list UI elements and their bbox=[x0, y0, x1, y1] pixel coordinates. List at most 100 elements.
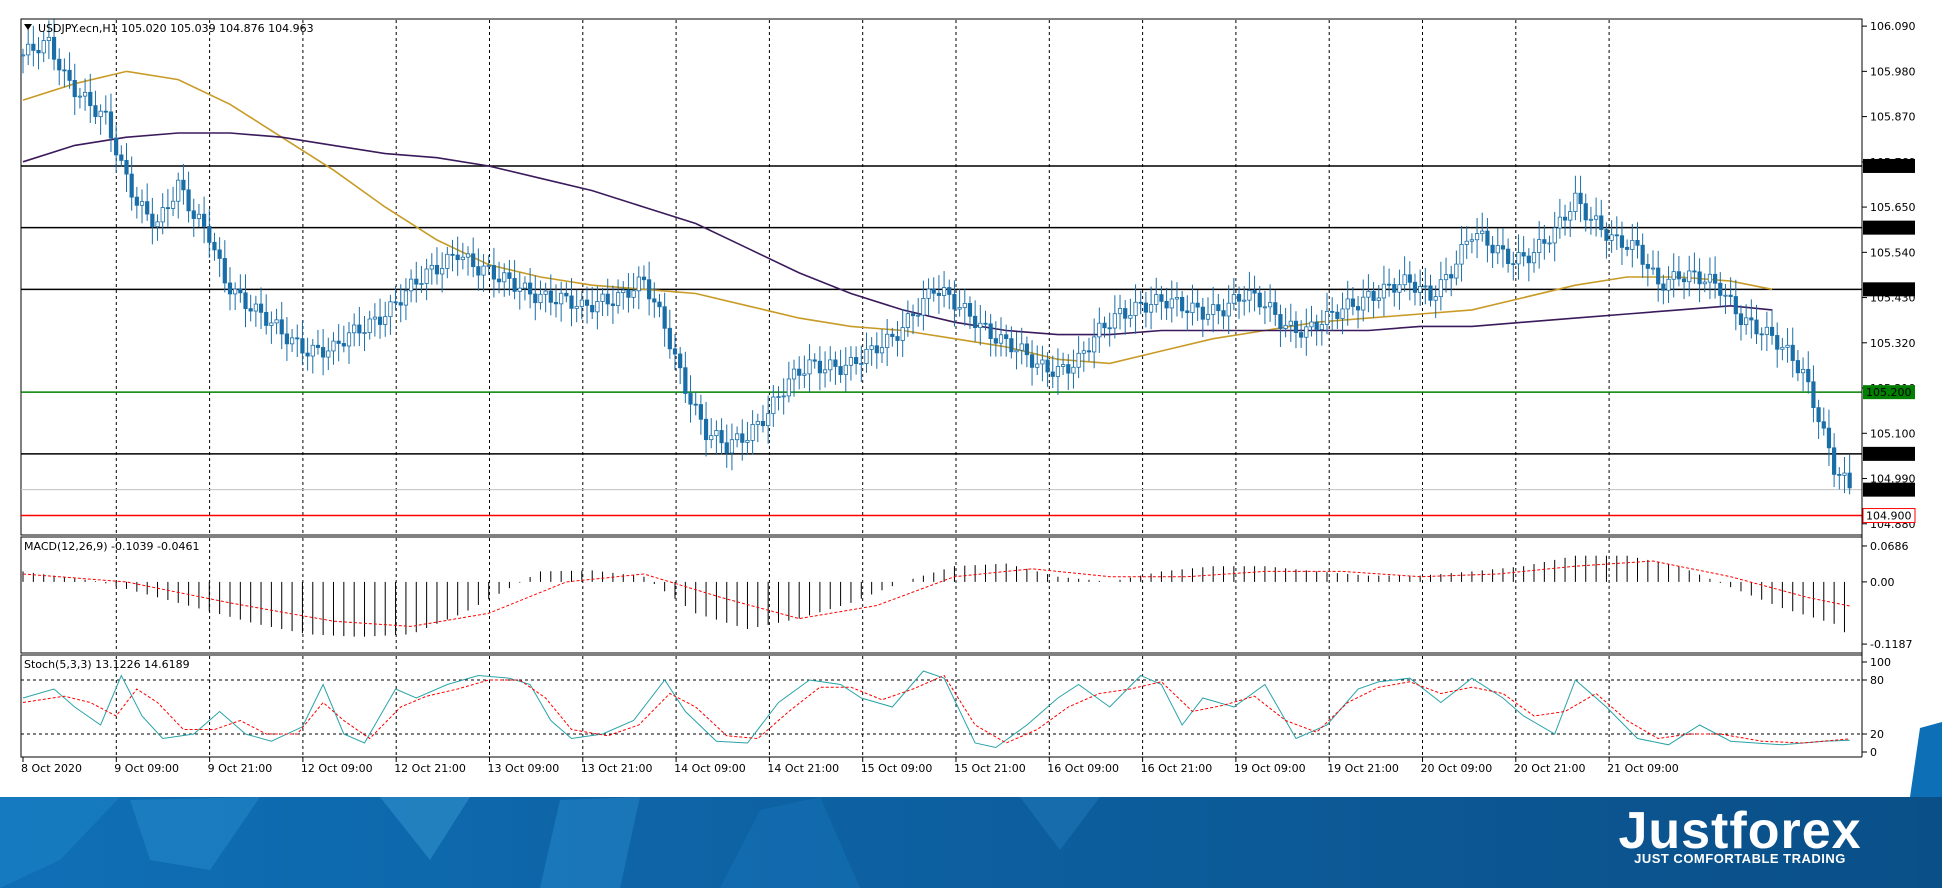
candle-body bbox=[212, 241, 217, 251]
candle-body bbox=[579, 299, 584, 307]
candle-body bbox=[1376, 297, 1381, 301]
candle-body bbox=[610, 303, 616, 306]
candle-body bbox=[1542, 239, 1547, 244]
candle-body bbox=[998, 334, 1004, 344]
candle-body bbox=[1071, 366, 1076, 374]
candle-body bbox=[895, 336, 900, 341]
stoch-title: Stoch(5,3,3) 13.1226 14.6189 bbox=[24, 658, 190, 671]
candle-body bbox=[1433, 296, 1438, 301]
symbol-menu-triangle-icon[interactable] bbox=[24, 24, 32, 30]
candle-body bbox=[1557, 216, 1562, 229]
stoch-main-line bbox=[22, 670, 1850, 749]
level-tag-label: 104.900 bbox=[1866, 510, 1912, 523]
candle-body bbox=[1578, 192, 1583, 205]
candle-body bbox=[910, 313, 916, 317]
macd-title: MACD(12,26,9) -0.1039 -0.0461 bbox=[24, 540, 199, 553]
candle-body bbox=[1055, 366, 1061, 377]
candle-body bbox=[822, 369, 828, 374]
candle-body bbox=[300, 338, 305, 354]
candle-body bbox=[1138, 301, 1143, 304]
candle-body bbox=[440, 268, 445, 275]
candle-body bbox=[486, 265, 491, 267]
candle-body bbox=[548, 290, 553, 303]
brand-tagline: JUST COMFORTABLE TRADING bbox=[1634, 851, 1846, 866]
candle-body bbox=[1676, 271, 1681, 280]
macd-axis: 0.0686 0.00 -0.1187 bbox=[1862, 540, 1912, 651]
candle-body bbox=[419, 283, 424, 285]
candle-body bbox=[605, 293, 610, 305]
banner-shape bbox=[540, 797, 640, 888]
banner-shape bbox=[1020, 797, 1100, 850]
candle-body bbox=[1723, 294, 1728, 297]
candle-body bbox=[150, 213, 155, 228]
candle-body bbox=[1221, 310, 1226, 317]
candle-body bbox=[1521, 252, 1526, 257]
candle-body bbox=[1537, 239, 1542, 253]
candle-body bbox=[791, 368, 797, 380]
candle-body bbox=[1754, 319, 1759, 335]
candle-body bbox=[1004, 334, 1009, 340]
candle-body bbox=[1666, 278, 1671, 291]
candle-body bbox=[20, 54, 26, 57]
candle-body bbox=[476, 266, 481, 276]
candle-body bbox=[1102, 322, 1107, 329]
candle-body bbox=[1474, 233, 1480, 241]
candle-body bbox=[1806, 368, 1811, 383]
candle-body bbox=[1143, 302, 1148, 313]
candle-body bbox=[1381, 283, 1387, 299]
banner-shape bbox=[130, 797, 260, 870]
macd-panel[interactable] bbox=[20, 536, 1863, 654]
banner-shape bbox=[720, 797, 860, 888]
candle-body bbox=[155, 221, 160, 228]
candle-body bbox=[284, 333, 290, 345]
candle-body bbox=[481, 265, 486, 276]
stoch-tick-label: 20 bbox=[1870, 728, 1884, 741]
candle-body bbox=[1650, 267, 1656, 270]
current-price-label: 104.963 bbox=[1866, 484, 1912, 497]
time-tick-label: 12 Oct 09:00 bbox=[301, 762, 373, 775]
candle-body bbox=[1133, 301, 1138, 316]
candle-body bbox=[538, 293, 543, 304]
stoch-panel[interactable] bbox=[20, 654, 1863, 758]
candle-body bbox=[1335, 311, 1340, 319]
candle-body bbox=[1593, 215, 1599, 220]
level-tag bbox=[1862, 508, 1916, 524]
candle-body bbox=[641, 276, 647, 281]
candle-body bbox=[1112, 313, 1117, 329]
candle-body bbox=[1200, 306, 1205, 320]
candle-body bbox=[512, 278, 517, 292]
candle-body bbox=[1288, 320, 1293, 326]
candle-body bbox=[377, 316, 383, 325]
time-tick-label: 20 Oct 09:00 bbox=[1421, 762, 1493, 775]
candle-body bbox=[1159, 294, 1164, 302]
candle-body bbox=[1076, 352, 1081, 368]
candle-body bbox=[1128, 315, 1133, 319]
candle-body bbox=[698, 404, 703, 420]
candle-body bbox=[1097, 322, 1102, 338]
candle-body bbox=[248, 308, 253, 312]
time-tick-label: 15 Oct 21:00 bbox=[954, 762, 1026, 775]
candle-body bbox=[797, 368, 802, 376]
time-tick-label: 20 Oct 21:00 bbox=[1514, 762, 1586, 775]
candle-body bbox=[295, 337, 300, 340]
candle-body bbox=[170, 200, 176, 209]
candle-body bbox=[176, 179, 181, 202]
candle-body bbox=[1531, 252, 1537, 264]
candle-body bbox=[1599, 215, 1604, 230]
candle-body bbox=[77, 95, 83, 98]
candle-body bbox=[238, 288, 243, 294]
price-panel[interactable] bbox=[20, 18, 1863, 536]
candle-body bbox=[1355, 306, 1361, 311]
candle-body bbox=[460, 256, 465, 261]
candle-body bbox=[1174, 296, 1180, 300]
candle-body bbox=[1780, 346, 1785, 350]
candle-body bbox=[274, 319, 279, 324]
candle-body bbox=[1314, 321, 1319, 330]
candle-body bbox=[1387, 283, 1392, 286]
candle-body bbox=[1148, 304, 1154, 313]
current-price-tag bbox=[1863, 482, 1915, 497]
candle-body bbox=[429, 264, 434, 270]
candle-body bbox=[522, 282, 528, 289]
candle-body bbox=[424, 268, 429, 284]
level-tag bbox=[1863, 385, 1915, 400]
